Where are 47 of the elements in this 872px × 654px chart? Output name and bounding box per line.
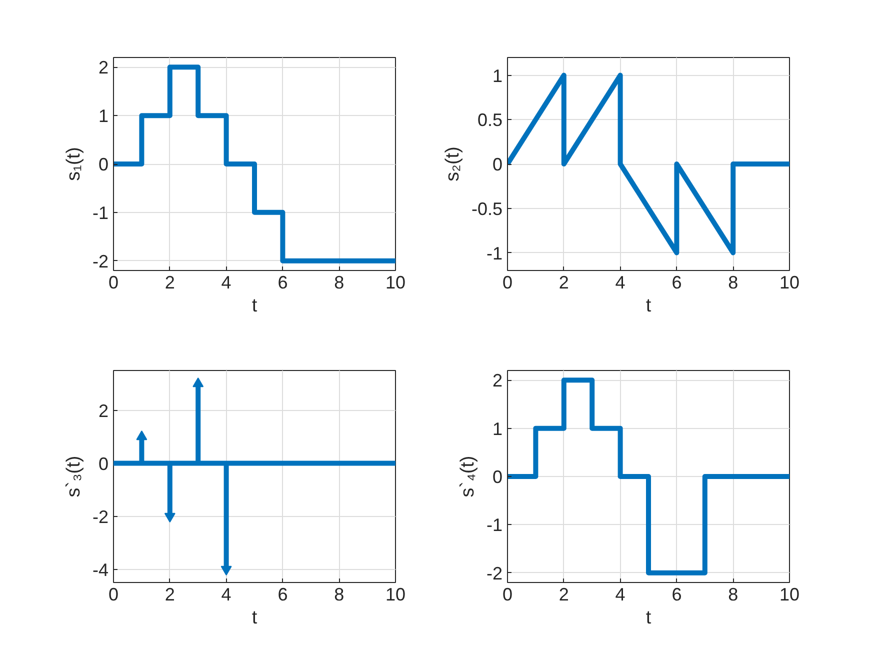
y-tick-label: 1 bbox=[492, 418, 503, 439]
y-tick-label: -4 bbox=[92, 560, 109, 580]
x-axis-title: t bbox=[646, 296, 652, 316]
x-tick-label: 4 bbox=[221, 584, 232, 604]
y-tick-label: 0 bbox=[492, 154, 503, 174]
y-tick-label: -2 bbox=[92, 251, 109, 272]
x-tick-label: 6 bbox=[672, 272, 682, 292]
x-tick-label: 2 bbox=[558, 272, 569, 292]
y-tick-label: 0 bbox=[492, 467, 503, 487]
x-tick-label: 8 bbox=[728, 584, 738, 604]
y-tick-label: 2 bbox=[98, 400, 109, 421]
x-tick-label: 10 bbox=[385, 584, 406, 604]
x-tick-label: 4 bbox=[615, 584, 626, 604]
y-tick-label: 2 bbox=[492, 370, 503, 391]
x-tick-label: 6 bbox=[278, 584, 288, 604]
y-tick-label: 1 bbox=[492, 66, 503, 86]
y-tick-label: 2 bbox=[98, 58, 109, 78]
x-axis-title: t bbox=[646, 608, 652, 628]
x-tick-label: 6 bbox=[278, 272, 288, 292]
y-axis-title: s`₄(t) bbox=[457, 456, 478, 498]
y-tick-label: 0 bbox=[98, 454, 109, 474]
y-tick-label: -1 bbox=[486, 243, 503, 264]
x-tick-label: 4 bbox=[615, 272, 626, 292]
y-tick-label: -0.5 bbox=[471, 198, 503, 219]
x-tick-label: 2 bbox=[558, 584, 569, 604]
y-axis-title: s₁(t) bbox=[63, 147, 84, 181]
x-tick-label: 8 bbox=[728, 272, 738, 292]
x-axis-title: t bbox=[252, 608, 258, 628]
y-axis-title: s₂(t) bbox=[442, 146, 464, 182]
x-tick-label: 2 bbox=[164, 272, 175, 292]
x-tick-label: 10 bbox=[779, 272, 800, 292]
y-tick-label: 1 bbox=[98, 106, 109, 126]
x-tick-label: 6 bbox=[672, 584, 682, 604]
y-tick-label: -1 bbox=[92, 202, 109, 223]
x-tick-label: 10 bbox=[779, 584, 800, 604]
x-tick-label: 8 bbox=[334, 272, 344, 292]
x-axis-title: t bbox=[252, 296, 258, 316]
y-tick-label: 0 bbox=[98, 154, 109, 174]
y-tick-label: -2 bbox=[92, 506, 109, 527]
x-tick-label: 8 bbox=[334, 584, 344, 604]
y-tick-label: -1 bbox=[486, 515, 503, 536]
x-tick-label: 10 bbox=[385, 272, 406, 292]
y-axis-title: s`₃(t) bbox=[63, 456, 84, 498]
x-tick-label: 2 bbox=[164, 584, 175, 604]
y-tick-label: 0.5 bbox=[477, 110, 503, 130]
y-tick-label: -2 bbox=[486, 563, 503, 584]
x-tick-label: 4 bbox=[221, 272, 232, 292]
